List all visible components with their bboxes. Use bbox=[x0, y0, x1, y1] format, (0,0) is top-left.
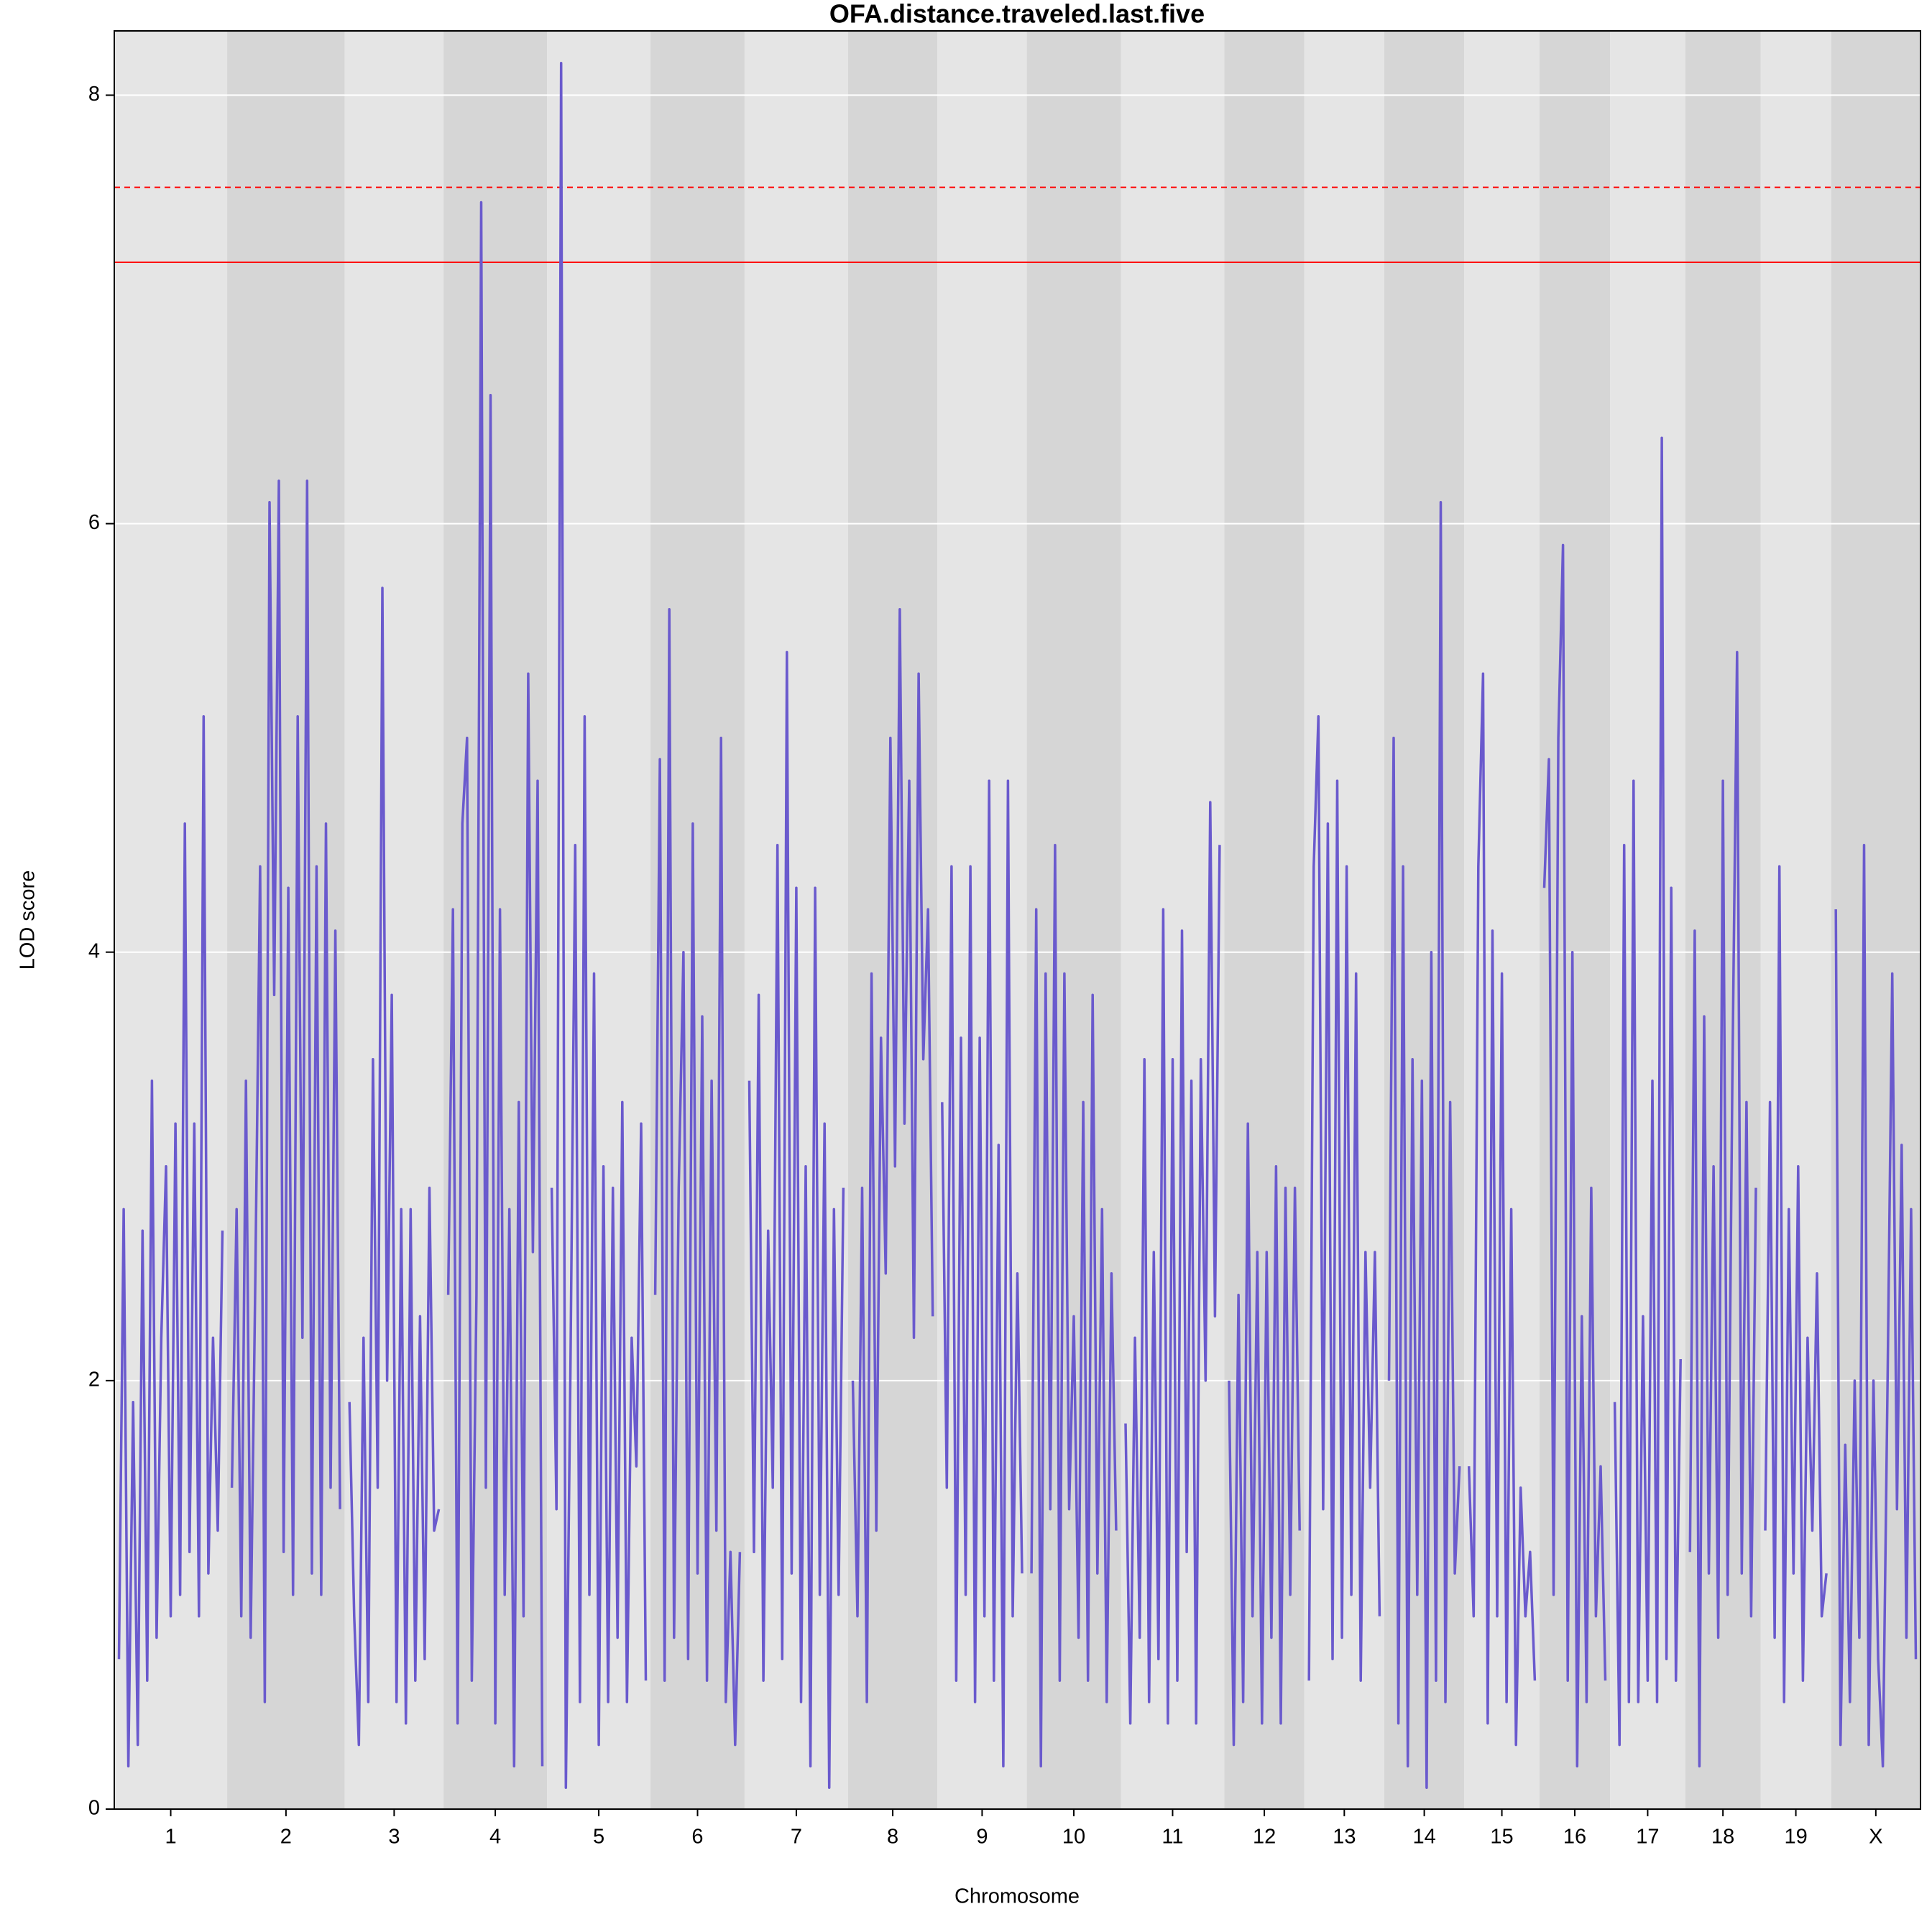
x-tick-label: 19 bbox=[1784, 1826, 1807, 1849]
lod-curve bbox=[550, 61, 648, 1789]
x-tick-label: 1 bbox=[165, 1826, 176, 1849]
chart-title: OFA.distance.traveled.last.five bbox=[829, 0, 1205, 29]
x-tick-label: 13 bbox=[1333, 1826, 1356, 1849]
x-tick-label: 5 bbox=[593, 1826, 604, 1849]
x-tick-label: 8 bbox=[887, 1826, 898, 1849]
x-tick-label: 14 bbox=[1412, 1826, 1435, 1849]
lod-curve bbox=[1030, 843, 1118, 1768]
x-tick-label: X bbox=[1869, 1826, 1882, 1849]
plot-frame bbox=[114, 30, 1921, 1810]
chromosome-band bbox=[1304, 31, 1384, 1809]
y-tick-label: 8 bbox=[88, 83, 100, 106]
lod-curve bbox=[446, 201, 544, 1768]
lod-curve bbox=[348, 586, 441, 1747]
lod-curve bbox=[1467, 672, 1537, 1747]
x-tick-label: 12 bbox=[1253, 1826, 1276, 1849]
lod-curve bbox=[653, 608, 742, 1747]
y-tick-label: 2 bbox=[88, 1368, 100, 1392]
x-axis-label: Chromosome bbox=[954, 1885, 1080, 1908]
y-tick-label: 0 bbox=[88, 1797, 100, 1820]
y-tick-label: 4 bbox=[88, 939, 100, 962]
chromosome-band bbox=[1464, 31, 1540, 1809]
lod-curve bbox=[851, 608, 934, 1703]
x-tick-label: 4 bbox=[489, 1826, 501, 1849]
x-tick-label: 11 bbox=[1162, 1826, 1183, 1849]
lod-curve bbox=[1124, 801, 1221, 1725]
lod-curve bbox=[1542, 543, 1607, 1768]
y-tick-label: 6 bbox=[88, 511, 100, 534]
x-tick-label: 15 bbox=[1490, 1826, 1513, 1849]
lod-curve bbox=[1613, 436, 1682, 1747]
x-tick-label: 3 bbox=[388, 1826, 400, 1849]
x-tick-label: 6 bbox=[691, 1826, 703, 1849]
x-tick-label: 18 bbox=[1711, 1826, 1734, 1849]
lod-curve bbox=[941, 779, 1024, 1768]
x-tick-label: 16 bbox=[1563, 1826, 1586, 1849]
lod-curve bbox=[230, 479, 341, 1703]
lod-curve bbox=[117, 715, 224, 1768]
x-tick-label: 7 bbox=[791, 1826, 802, 1849]
lod-curve bbox=[748, 650, 845, 1789]
lod-curve bbox=[1764, 865, 1828, 1703]
lod-curve bbox=[1307, 715, 1381, 1682]
lod-curve bbox=[1834, 843, 1918, 1768]
lod-curve bbox=[1387, 501, 1461, 1789]
x-tick-label: 9 bbox=[976, 1826, 988, 1849]
x-tick-label: 10 bbox=[1062, 1826, 1085, 1849]
x-tick-label: 2 bbox=[280, 1826, 292, 1849]
y-axis-label: LOD score bbox=[17, 870, 40, 970]
chromosome-band bbox=[344, 31, 444, 1809]
lod-curve bbox=[1228, 1122, 1301, 1747]
lod-curve bbox=[1688, 650, 1757, 1768]
x-tick-label: 17 bbox=[1636, 1826, 1659, 1849]
